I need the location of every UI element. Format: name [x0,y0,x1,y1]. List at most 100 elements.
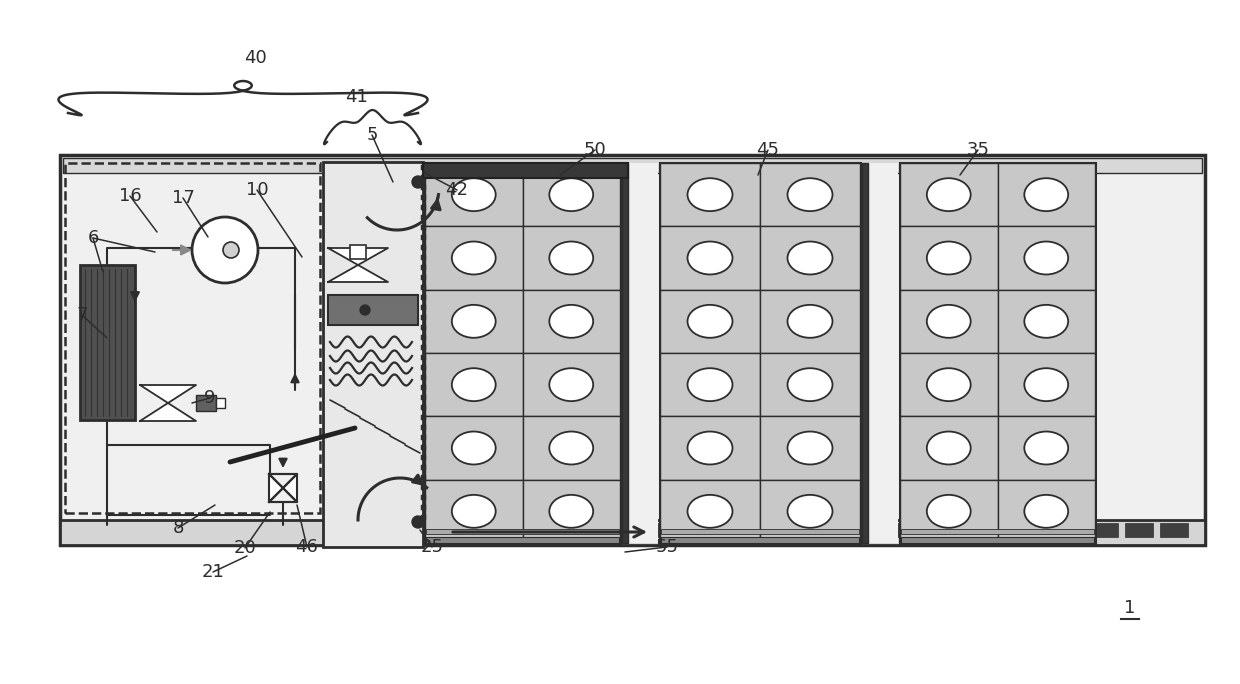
Ellipse shape [451,368,496,401]
Ellipse shape [549,241,593,274]
Ellipse shape [1024,368,1068,401]
Bar [622,163,627,543]
Text: 16: 16 [119,187,141,205]
Text: 35: 35 [966,141,990,159]
Bar [422,445,427,450]
Ellipse shape [787,432,832,464]
Bar [422,435,427,440]
Circle shape [192,217,258,283]
Text: 10: 10 [246,181,268,199]
Bar [1159,523,1188,537]
Bar [422,165,427,170]
Bar [760,289,861,353]
Ellipse shape [687,368,733,401]
Bar [60,155,1205,545]
Ellipse shape [926,368,971,401]
Bar [440,523,467,537]
Ellipse shape [549,179,593,211]
Text: 1: 1 [1125,599,1136,617]
Bar [627,163,658,543]
Circle shape [360,305,370,315]
Bar [422,245,427,250]
Bar [997,417,1095,479]
Bar [422,365,427,370]
Bar [423,163,627,178]
Bar [422,505,427,510]
Bar [425,226,522,289]
Bar [580,523,608,537]
Ellipse shape [1024,241,1068,274]
Bar [760,353,861,417]
Bar [425,163,522,226]
Bar [990,523,1018,537]
Bar [422,215,427,220]
Ellipse shape [926,432,971,464]
Bar [546,523,573,537]
Ellipse shape [687,179,733,211]
Ellipse shape [451,305,496,338]
Bar [900,479,997,543]
Bar [760,163,861,226]
Bar [425,353,522,417]
Ellipse shape [1024,432,1068,464]
Bar [680,523,708,537]
Polygon shape [283,474,298,502]
Text: 55: 55 [656,538,678,556]
Ellipse shape [787,495,832,528]
Text: 8: 8 [172,519,184,537]
Circle shape [412,516,424,528]
Bar [422,305,427,310]
Ellipse shape [926,241,971,274]
Bar [422,405,427,410]
Ellipse shape [687,495,733,528]
Bar [660,163,760,226]
Bar [422,225,427,230]
Ellipse shape [926,495,971,528]
Ellipse shape [451,179,496,211]
Ellipse shape [451,241,496,274]
Bar [425,289,522,353]
Bar [196,395,216,411]
Text: 41: 41 [345,88,367,106]
Bar [350,245,366,259]
Ellipse shape [549,495,593,528]
Ellipse shape [549,368,593,401]
Ellipse shape [549,305,593,338]
Bar [425,479,522,543]
Bar [422,295,427,300]
Bar [422,425,427,430]
Bar [900,353,997,417]
Bar [64,163,320,513]
Text: 17: 17 [171,189,195,207]
Bar [422,265,427,270]
Bar [422,335,427,340]
Bar [216,398,224,408]
Ellipse shape [451,432,496,464]
Ellipse shape [787,179,832,211]
Text: 46: 46 [295,538,319,556]
Bar [422,185,427,190]
Bar [522,353,620,417]
Bar [660,289,760,353]
Ellipse shape [787,368,832,401]
Ellipse shape [787,241,832,274]
Text: 20: 20 [233,539,257,557]
Bar [997,163,1095,226]
Bar [422,345,427,350]
Polygon shape [329,248,388,265]
Bar [422,205,427,210]
Bar [422,355,427,360]
Bar [900,417,997,479]
Bar [760,226,861,289]
Bar [1055,523,1083,537]
Bar [997,353,1095,417]
Bar [422,475,427,480]
Bar [422,465,427,470]
Bar [422,515,427,520]
Bar [510,523,538,537]
Bar [885,523,913,537]
Polygon shape [269,474,283,502]
Text: 5: 5 [366,126,378,144]
Polygon shape [140,385,196,403]
Ellipse shape [1024,179,1068,211]
